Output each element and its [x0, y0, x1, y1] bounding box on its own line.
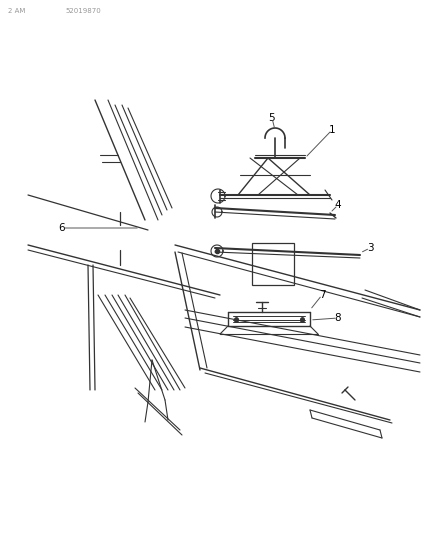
Text: 52019870: 52019870 [65, 8, 100, 14]
Text: 3: 3 [366, 243, 372, 253]
Text: 1: 1 [328, 125, 335, 135]
Text: 6: 6 [59, 223, 65, 233]
Text: 5: 5 [268, 113, 275, 123]
Text: 8: 8 [334, 313, 340, 323]
Bar [251, 243, 293, 285]
Text: 4: 4 [334, 200, 340, 210]
Text: 2 AM: 2 AM [8, 8, 25, 14]
Text: 7: 7 [318, 290, 325, 300]
